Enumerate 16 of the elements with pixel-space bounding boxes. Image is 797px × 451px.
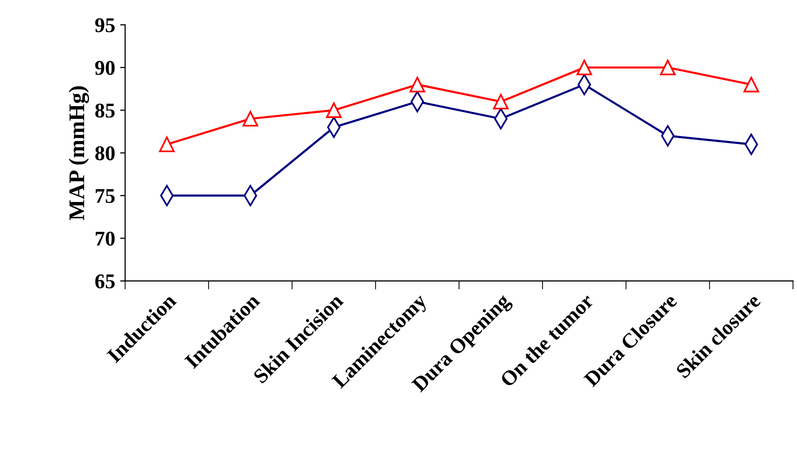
y-tick-label: 95	[95, 18, 115, 32]
point	[576, 60, 592, 76]
y-tick-label: 80	[95, 146, 115, 160]
y-axis-title: MAP (mmHg)	[68, 86, 90, 220]
point	[242, 110, 258, 127]
y-tick-label: 65	[95, 274, 115, 288]
y-tick-label: 90	[95, 60, 115, 75]
point	[410, 76, 426, 92]
point	[326, 102, 342, 118]
y-tick-label: 85	[95, 104, 115, 118]
point	[159, 136, 175, 152]
point	[660, 60, 676, 76]
point	[493, 94, 509, 110]
y-tick-label: 70	[96, 232, 115, 246]
y-tick-label: 75	[96, 189, 115, 204]
point	[743, 76, 760, 92]
